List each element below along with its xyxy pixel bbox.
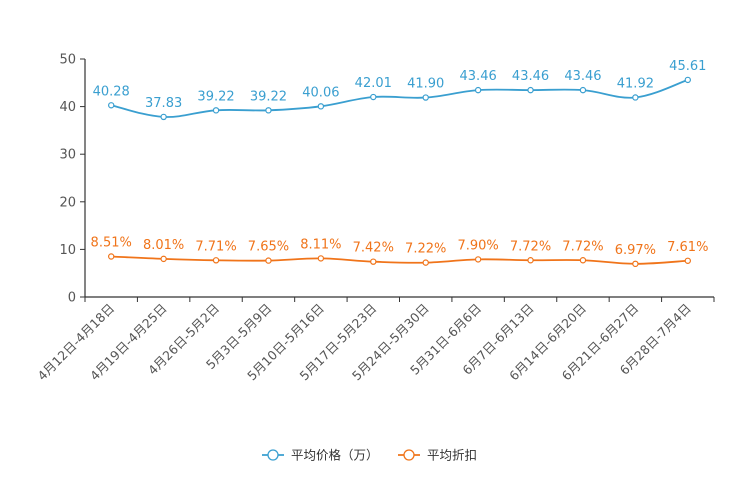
data-label: 7.61%	[667, 240, 708, 255]
data-labels: 40.28 37.83 39.22 39.22 40.06 42.01 41.90 43.46…	[91, 59, 709, 258]
y-tick-label: 10	[59, 243, 76, 258]
data-label: 7.71%	[195, 239, 236, 254]
data-point[interactable]	[579, 257, 587, 264]
data-label: 45.61	[669, 59, 706, 74]
data-label: 6.97%	[615, 243, 656, 258]
data-point[interactable]	[474, 256, 482, 263]
data-point[interactable]	[160, 255, 167, 263]
data-point[interactable]	[632, 94, 639, 101]
data-point[interactable]	[370, 93, 377, 101]
data-label: 41.90	[407, 77, 444, 92]
data-label: 8.51%	[91, 235, 132, 250]
data-label: 41.92	[617, 76, 654, 91]
data-label: 8.01%	[143, 238, 184, 253]
axes	[84, 59, 714, 298]
data-label: 39.22	[250, 89, 287, 104]
data-point[interactable]	[632, 260, 639, 268]
data-point[interactable]	[265, 107, 272, 114]
data-point[interactable]	[212, 107, 220, 114]
series-line-1	[111, 255, 688, 265]
x-axis-ticks: 4月12日-4月18日4月19日-4月25日4月26日-5月2日5月3日-5月9…	[34, 297, 715, 383]
data-label: 7.22%	[405, 242, 446, 257]
data-label: 39.22	[197, 89, 234, 104]
data-point[interactable]	[317, 255, 325, 262]
data-label: 40.28	[93, 84, 130, 99]
data-point[interactable]	[579, 86, 587, 94]
y-tick-label: 20	[59, 195, 76, 210]
data-point[interactable]	[684, 76, 691, 84]
series-line-0	[111, 79, 689, 118]
data-label: 7.65%	[248, 240, 289, 255]
data-point[interactable]	[527, 86, 534, 94]
data-label: 43.46	[460, 69, 497, 84]
data-point[interactable]	[684, 257, 691, 264]
y-axis-ticks: 0 10 20 30 40 50	[59, 53, 85, 306]
data-point[interactable]	[474, 86, 482, 94]
series-points	[108, 76, 691, 268]
data-label: 7.90%	[457, 238, 498, 253]
data-label: 42.01	[355, 76, 392, 91]
data-point[interactable]	[527, 257, 534, 264]
data-label: 7.72%	[510, 239, 551, 254]
legend-label: 平均价格（万）	[291, 448, 379, 463]
data-label: 43.46	[564, 69, 601, 84]
data-label: 8.11%	[300, 237, 341, 252]
y-tick-label: 50	[59, 53, 76, 68]
y-tick-label: 0	[68, 291, 76, 306]
legend-marker	[267, 449, 279, 461]
legend-marker	[403, 449, 415, 461]
legend[interactable]: 平均价格（万） 平均折扣	[262, 448, 477, 463]
data-point[interactable]	[160, 113, 167, 121]
data-label: 7.72%	[562, 239, 603, 254]
data-point[interactable]	[422, 94, 429, 101]
data-point[interactable]	[317, 103, 325, 110]
data-point[interactable]	[265, 257, 272, 264]
data-point[interactable]	[370, 258, 377, 265]
y-tick-label: 40	[59, 100, 76, 115]
data-point[interactable]	[108, 102, 115, 109]
y-tick-label: 30	[59, 148, 76, 163]
series-lines	[111, 79, 689, 265]
data-label: 37.83	[145, 96, 182, 111]
legend-item[interactable]: 平均价格（万）	[262, 448, 379, 463]
legend-item[interactable]: 平均折扣	[398, 448, 477, 463]
data-point[interactable]	[422, 259, 429, 266]
data-point[interactable]	[108, 253, 115, 260]
data-label: 7.42%	[353, 241, 394, 256]
data-point[interactable]	[212, 257, 220, 264]
legend-label: 平均折扣	[427, 448, 477, 463]
data-label: 43.46	[512, 69, 549, 84]
data-label: 40.06	[302, 85, 339, 100]
